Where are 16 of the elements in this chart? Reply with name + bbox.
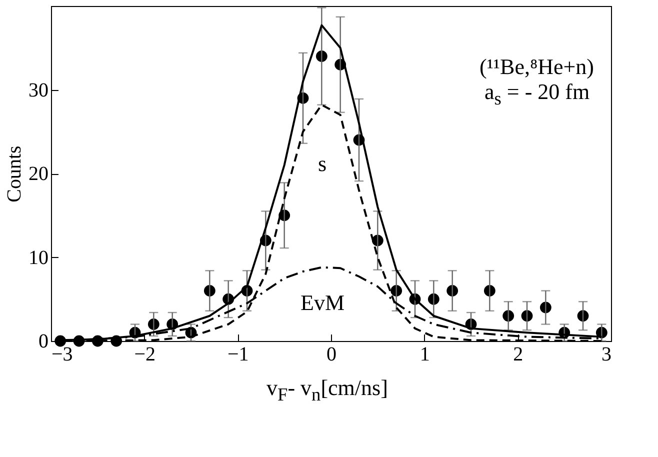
x-tick-label: 2 — [513, 344, 524, 366]
y-axis-title: Counts — [4, 145, 26, 202]
x-tick-label: 1 — [420, 344, 430, 366]
annotation: s — [318, 151, 327, 178]
annotation: a$_{s}$ = - 20 fm — [484, 78, 590, 110]
x-tick-label: 3 — [602, 344, 612, 366]
y-tick-label: 20 — [28, 163, 48, 185]
y-tick-label: 30 — [28, 79, 48, 102]
x-tick-label: 0 — [326, 344, 336, 366]
annotation: EvM — [300, 290, 345, 316]
x-tick-label: −3 — [52, 344, 73, 366]
x-axis-title: v$_{F}$- v$_{n}$[cm/ns] — [266, 375, 388, 406]
x-tick-label: −2 — [134, 344, 156, 366]
y-tick-label: 10 — [28, 246, 48, 269]
x-tick-label: −1 — [228, 344, 249, 366]
annotation: (¹¹Be,⁸He+n) — [480, 54, 594, 80]
